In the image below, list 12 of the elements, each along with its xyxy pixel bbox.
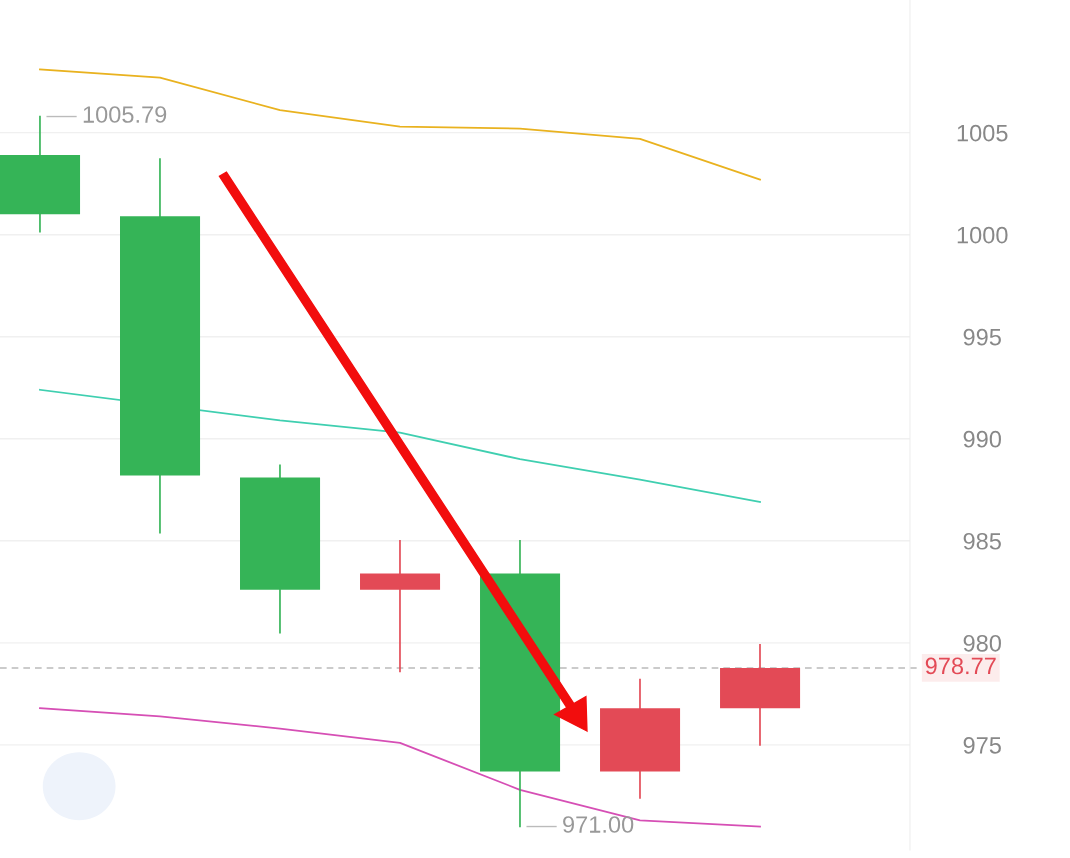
ref-line-label: 978.77: [925, 657, 996, 675]
y-tick-label: 995: [963, 328, 1001, 346]
annotation: 1005.79: [83, 106, 167, 123]
y-tick-label: 980: [963, 634, 1001, 652]
line-series: [39, 68, 761, 181]
y-tick-label: 975: [963, 736, 1001, 754]
y-tick-label: 1005: [957, 124, 1008, 142]
y-tick-label: 985: [963, 532, 1001, 550]
candlestick: [360, 539, 441, 673]
y-tick-label: 1000: [957, 226, 1008, 244]
y-tick-label: 990: [963, 430, 1001, 448]
annotation: 971.00: [563, 816, 634, 833]
